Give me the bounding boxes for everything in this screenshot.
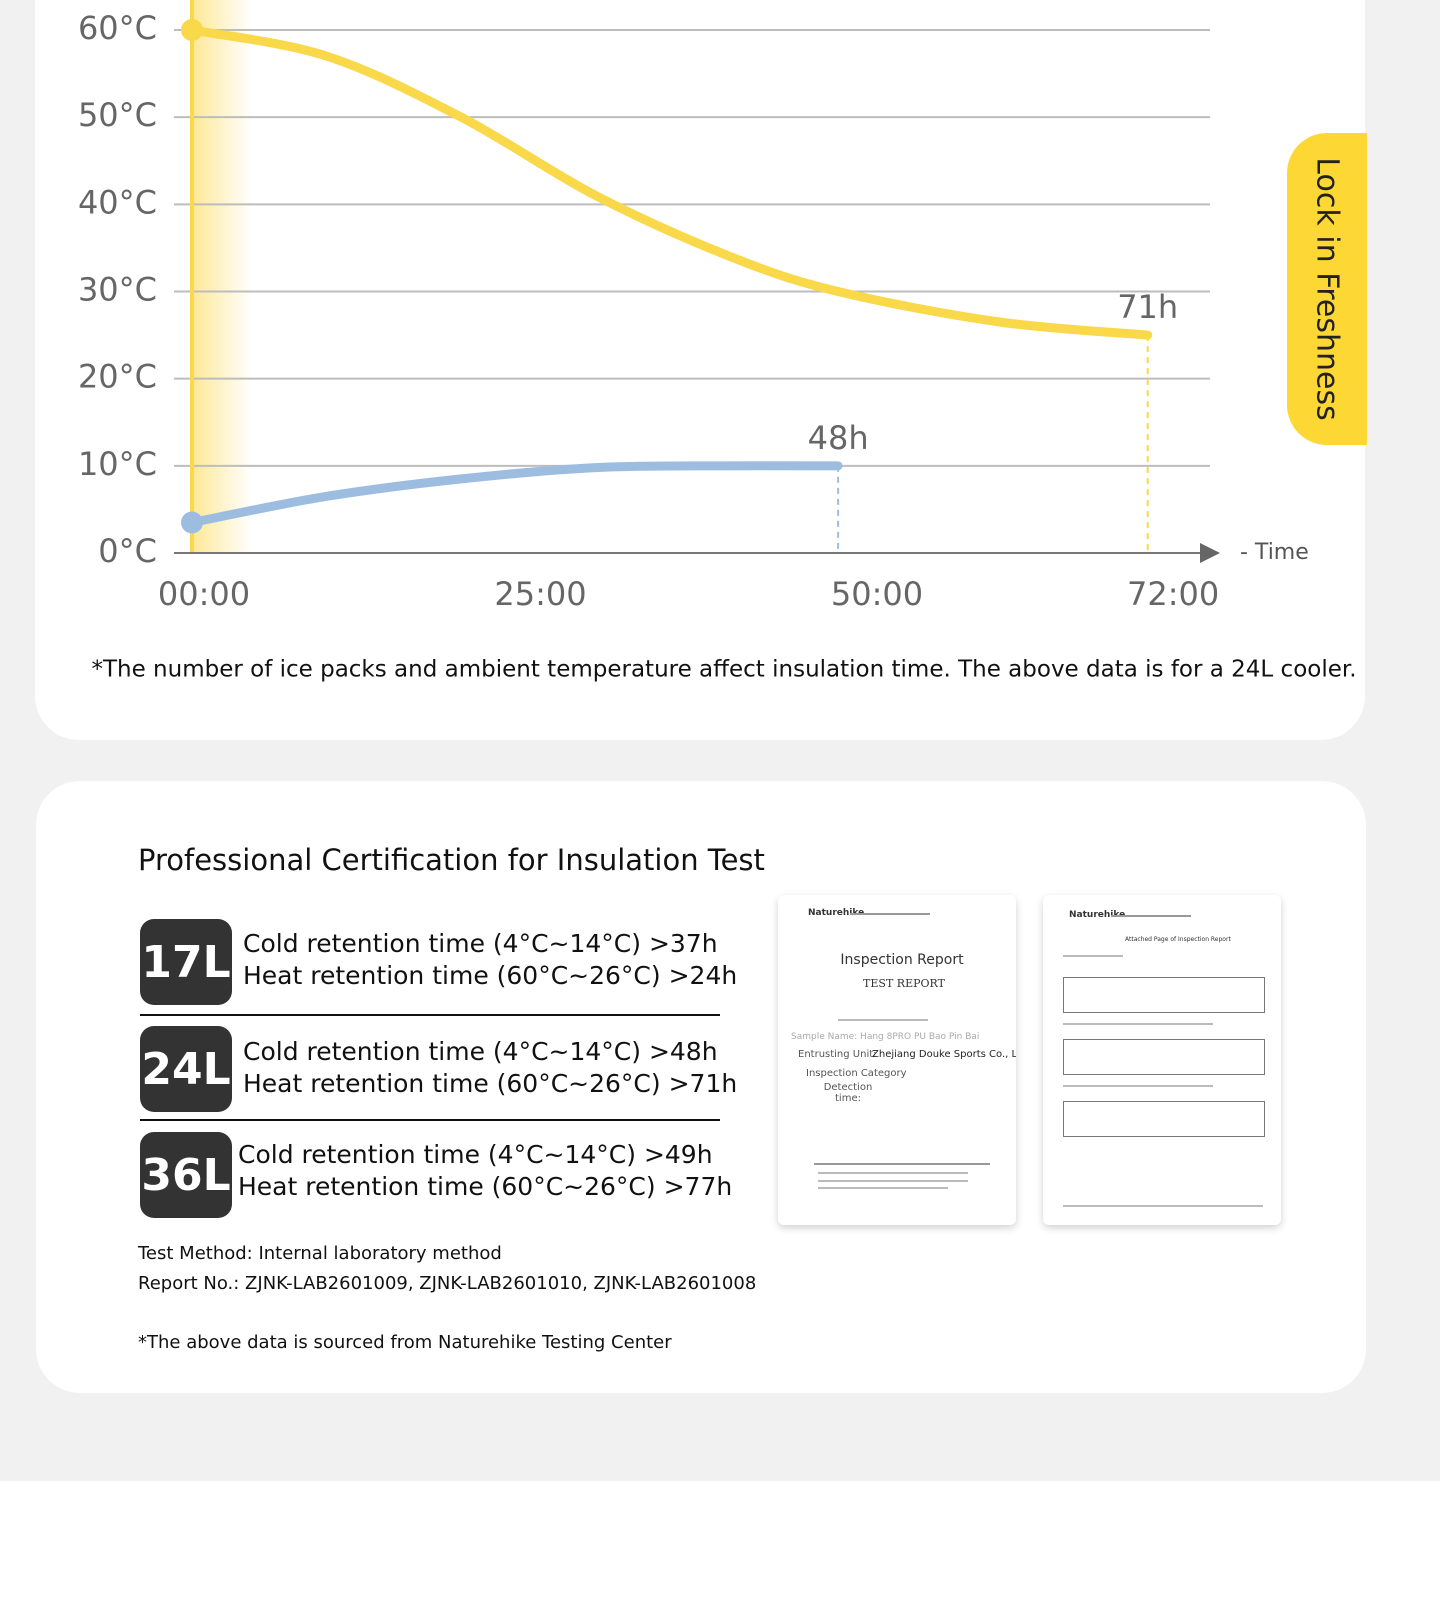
y-tick-label: 0°C bbox=[98, 532, 157, 570]
doc-table bbox=[1063, 1039, 1265, 1075]
doc-line bbox=[1063, 1205, 1263, 1207]
cold-retention: Cold retention time (4°C~14°C) >37h bbox=[243, 929, 718, 958]
doc-line bbox=[818, 1180, 968, 1182]
side-tab-label: Lock in Freshness bbox=[1309, 157, 1345, 421]
capacity-row: 36L Cold retention time (4°C~14°C) >49h … bbox=[140, 1132, 732, 1236]
y-axis-glow bbox=[192, 0, 252, 553]
doc-line bbox=[814, 1163, 990, 1165]
doc-table bbox=[1063, 977, 1265, 1013]
doc-category-label: Inspection Category bbox=[806, 1068, 907, 1079]
doc-line bbox=[818, 1187, 948, 1189]
report-document: Naturehike Attached Page of Inspection R… bbox=[1043, 895, 1281, 1225]
bottom-band bbox=[0, 1481, 1440, 1612]
doc-title: Inspection Report bbox=[840, 952, 964, 968]
x-axis-arrow bbox=[1200, 543, 1220, 563]
heat-retention: Heat retention time (60°C~26°C) >24h bbox=[243, 961, 738, 990]
capacity-row: 17L Cold retention time (4°C~14°C) >37h … bbox=[140, 919, 737, 1023]
doc-sample: Sample Name: Hang 8PRO PU Bao Pin Bai bbox=[791, 1032, 980, 1042]
start-point bbox=[181, 511, 203, 534]
doc-line bbox=[1063, 955, 1123, 957]
capacity-badge: 17L bbox=[140, 919, 232, 1005]
series-line bbox=[187, 461, 843, 527]
doc-header-text bbox=[1111, 915, 1191, 917]
doc-entrusting-label: Entrusting Unit: bbox=[798, 1049, 877, 1060]
doc-title: Attached Page of Inspection Report bbox=[1125, 936, 1231, 943]
footnote: *The number of ice packs and ambient tem… bbox=[91, 657, 1356, 683]
y-tick-label: 20°C bbox=[78, 358, 157, 396]
capacity-badge: 24L bbox=[140, 1026, 232, 1112]
x-tick-label: 72:00 bbox=[1127, 575, 1219, 613]
doc-line bbox=[838, 1019, 928, 1021]
y-tick-label: 40°C bbox=[78, 183, 157, 221]
separator bbox=[140, 1014, 720, 1016]
certification-title: Professional Certification for Insulatio… bbox=[138, 843, 765, 877]
doc-table bbox=[1063, 1101, 1265, 1137]
source-note: *The above data is sourced from Naturehi… bbox=[138, 1332, 672, 1353]
separator bbox=[140, 1119, 720, 1121]
doc-header-text bbox=[850, 913, 930, 915]
capacity-badge: 36L bbox=[140, 1132, 232, 1218]
side-tab: Lock in Freshness bbox=[1287, 133, 1367, 445]
y-tick-label: 10°C bbox=[78, 445, 157, 483]
x-tick-label: 00:00 bbox=[158, 575, 250, 613]
test-method: Test Method: Internal laboratory method bbox=[138, 1243, 502, 1264]
doc-time-label: Detection time: bbox=[823, 1082, 873, 1104]
y-tick-label: 60°C bbox=[78, 9, 157, 47]
report-document: Naturehike Inspection Report TEST REPORT… bbox=[778, 895, 1016, 1225]
doc-line bbox=[818, 1172, 968, 1174]
cold-retention: Cold retention time (4°C~14°C) >48h bbox=[243, 1037, 718, 1066]
end-label: 71h bbox=[1117, 288, 1178, 326]
doc-line bbox=[1063, 1085, 1213, 1087]
end-label: 48h bbox=[808, 419, 869, 457]
report-number: Report No.: ZJNK-LAB2601009, ZJNK-LAB260… bbox=[138, 1273, 757, 1294]
x-tick-label: 50:00 bbox=[831, 575, 923, 613]
heat-retention: Heat retention time (60°C~26°C) >71h bbox=[243, 1069, 738, 1098]
doc-logo: Naturehike bbox=[1069, 910, 1126, 920]
cold-retention: Cold retention time (4°C~14°C) >49h bbox=[238, 1140, 713, 1169]
x-tick-label: 25:00 bbox=[494, 575, 586, 613]
doc-logo: Naturehike bbox=[808, 908, 865, 918]
heat-retention: Heat retention time (60°C~26°C) >77h bbox=[238, 1172, 733, 1201]
start-point bbox=[181, 19, 203, 41]
chart: - Time *The number of ice packs and ambi… bbox=[78, 0, 1357, 683]
x-axis-label: - Time bbox=[1240, 540, 1309, 565]
doc-subtitle: TEST REPORT bbox=[863, 977, 945, 990]
series-line bbox=[187, 25, 1153, 340]
y-tick-label: 50°C bbox=[78, 96, 157, 134]
doc-entrusting: Zhejiang Douke Sports Co., Ltd. bbox=[872, 1049, 1016, 1060]
doc-line bbox=[1063, 1023, 1213, 1025]
chart-card bbox=[35, 0, 1365, 740]
capacity-row: 24L Cold retention time (4°C~14°C) >48h … bbox=[140, 1026, 737, 1130]
y-tick-label: 30°C bbox=[78, 271, 157, 309]
